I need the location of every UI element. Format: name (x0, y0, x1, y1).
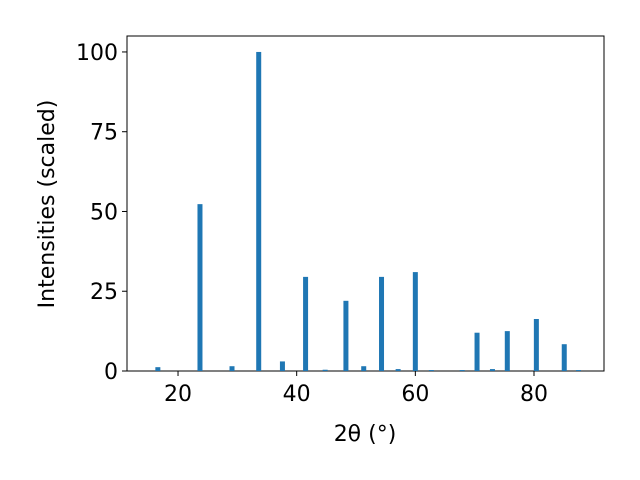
bar (303, 276, 309, 371)
bar (197, 204, 203, 371)
bar (155, 367, 161, 371)
bar (395, 369, 401, 371)
x-tick-label: 60 (401, 382, 429, 407)
y-tick-label: 0 (104, 360, 118, 385)
bar (504, 331, 510, 371)
bar (474, 332, 480, 371)
bar (533, 318, 539, 371)
bar (459, 370, 465, 371)
y-tick-label: 25 (90, 280, 118, 305)
bar (379, 276, 385, 371)
bar (322, 369, 328, 371)
x-axis-label: 2θ (°) (334, 422, 397, 447)
bar (361, 366, 367, 371)
bar (256, 51, 262, 371)
x-tick-label: 80 (520, 382, 548, 407)
y-tick-label: 50 (90, 200, 118, 225)
y-axis-label: Intensities (scaled) (35, 100, 60, 309)
x-tick-label: 40 (283, 382, 311, 407)
bar (229, 366, 235, 371)
bar (561, 344, 567, 371)
bar (428, 370, 434, 371)
y-tick-label: 100 (76, 41, 118, 66)
bar (412, 272, 418, 371)
bar (343, 300, 349, 371)
x-tick-label: 20 (164, 382, 192, 407)
bar (489, 369, 495, 371)
bar (279, 361, 285, 371)
bar (575, 370, 581, 371)
y-tick-label: 75 (90, 121, 118, 146)
